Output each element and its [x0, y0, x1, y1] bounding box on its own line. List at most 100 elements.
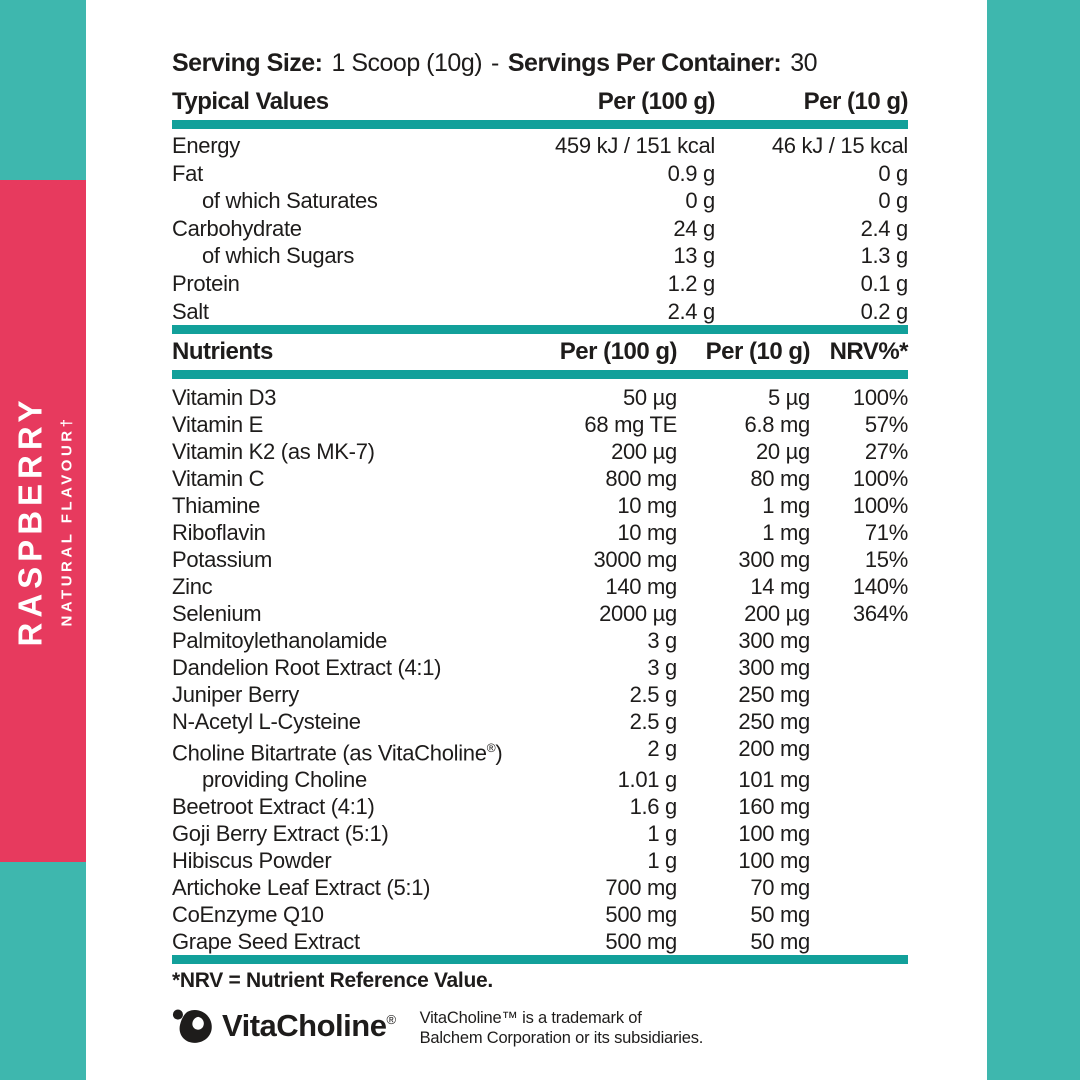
nutrient-row: Thiamine 10 mg 1 mg 100%	[172, 492, 908, 519]
per-100g-value: 3 g	[647, 655, 677, 681]
nutrient-row: Zinc 140 mg 14 mg 140%	[172, 573, 908, 600]
per-10g-value: 50 mg	[750, 929, 810, 955]
servings-per-container-label: Servings Per Container:	[507, 49, 782, 77]
per-10g-value: 200 mg	[738, 736, 810, 762]
nutrient-row: Hibiscus Powder 1 g 100 mg	[172, 847, 908, 874]
row-label: Carbohydrate	[172, 215, 302, 241]
per-10g-column-header: Per (10 g)	[803, 88, 909, 115]
per-10g-value: 14 mg	[750, 574, 810, 600]
per-10g-value: 0.1 g	[860, 270, 909, 296]
nrv-value	[810, 847, 908, 874]
per-100g-value: 24 g	[673, 215, 715, 241]
trademark-line-2: Balchem Corporation or its subsidiaries.	[419, 1029, 704, 1048]
nutrient-row: CoEnzyme Q10 500 mg 50 mg	[172, 901, 908, 928]
row-label: Fat	[172, 160, 203, 186]
nrv-value: 100%	[852, 493, 908, 519]
nrv-value: 140%	[852, 574, 908, 600]
nutrients-table: Vitamin D3 50 µg 5 µg 100% Vitamin E 68 …	[172, 384, 908, 955]
nutrient-row: Vitamin K2 (as MK-7) 200 µg 20 µg 27%	[172, 438, 908, 465]
per-10g-value: 46 kJ / 15 kcal	[771, 133, 908, 158]
row-label: Goji Berry Extract (5:1)	[172, 821, 389, 847]
per-100g-value: 2.5 g	[629, 682, 678, 708]
per-10g-value: 100 mg	[738, 821, 810, 847]
per-100g-value: 140 mg	[605, 574, 677, 600]
row-label: Protein	[172, 270, 240, 296]
per-10g-value: 160 mg	[738, 794, 810, 820]
nutrient-row: Riboflavin 10 mg 1 mg 71%	[172, 519, 908, 546]
per-10g-value: 1.3 g	[860, 243, 909, 269]
row-label: Hibiscus Powder	[172, 848, 332, 874]
per-100g-value: 10 mg	[617, 493, 677, 519]
nutrient-row: Juniper Berry 2.5 g 250 mg	[172, 681, 908, 708]
row-label: Choline Bitartrate (as VitaCholine®)	[172, 740, 503, 766]
per-100g-value: 1.6 g	[629, 794, 678, 820]
row-label: Selenium	[172, 601, 262, 627]
per-100g-value: 200 µg	[611, 439, 677, 465]
serving-size-value: 1 Scoop (10g)	[331, 49, 483, 77]
nutrients-header: Nutrients Per (100 g) Per (10 g) NRV%*	[172, 334, 909, 370]
nrv-value: 364%	[852, 601, 908, 627]
row-label: Vitamin K2 (as MK-7)	[172, 439, 375, 465]
row-label: providing Choline	[202, 767, 367, 793]
flavor-rotated-text: RASPBERRY NATURAL FLAVOUR†	[11, 396, 75, 647]
nrv-value	[810, 654, 908, 681]
nrv-value	[810, 708, 908, 735]
nrv-value: 57%	[864, 412, 908, 438]
nrv-value	[810, 627, 908, 654]
nutrient-row: Dandelion Root Extract (4:1) 3 g 300 mg	[172, 654, 908, 681]
typical-values-row: of which Saturates 0 g 0 g	[172, 187, 908, 215]
per-10g-value: 5 µg	[767, 385, 810, 411]
row-label: Vitamin D3	[172, 385, 277, 411]
serving-separator: -	[491, 49, 499, 77]
nrv-footnote: *NRV = Nutrient Reference Value.	[172, 969, 493, 993]
row-label: of which Saturates	[202, 188, 378, 214]
nrv-value	[810, 735, 908, 766]
nrv-column-header: NRV%*	[829, 338, 909, 366]
nrv-value	[810, 901, 908, 928]
row-label: Energy	[172, 133, 240, 158]
nutrients-title: Nutrients	[172, 338, 273, 366]
nutrient-row: Potassium 3000 mg 300 mg 15%	[172, 546, 908, 573]
typical-values-row: Carbohydrate 24 g 2.4 g	[172, 215, 908, 243]
flavor-band: RASPBERRY NATURAL FLAVOUR†	[0, 180, 86, 862]
per-100g-value: 0.9 g	[667, 160, 716, 186]
row-label: of which Sugars	[202, 243, 355, 269]
nrv-value	[810, 681, 908, 708]
nrv-value	[810, 820, 908, 847]
nutrient-row: Choline Bitartrate (as VitaCholine®) 2 g…	[172, 735, 908, 766]
per-100g-value: 1.2 g	[667, 270, 716, 296]
per-10g-value: 1 mg	[762, 493, 810, 519]
nutrient-row: Vitamin C 800 mg 80 mg 100%	[172, 465, 908, 492]
nutrient-row: Palmitoylethanolamide 3 g 300 mg	[172, 627, 908, 654]
per-10g-value: 200 µg	[744, 601, 810, 627]
per-10g-value: 2.4 g	[860, 215, 909, 241]
typical-values-title: Typical Values	[172, 88, 329, 115]
per-10g-value: 100 mg	[738, 848, 810, 874]
row-label: Palmitoylethanolamide	[172, 628, 388, 654]
nrv-value	[810, 874, 908, 901]
typical-values-row: Salt 2.4 g 0.2 g	[172, 298, 908, 326]
row-label: Riboflavin	[172, 520, 266, 546]
vitacholine-wordmark: VitaCholine®	[222, 1005, 396, 1046]
per-100g-column-header: Per (100 g)	[597, 88, 716, 115]
nutrient-row: providing Choline 1.01 g 101 mg	[172, 766, 908, 793]
nrv-value	[810, 793, 908, 820]
divider-bar	[172, 325, 908, 335]
per-10g-value: 1 mg	[762, 520, 810, 546]
nutrient-row: Beetroot Extract (4:1) 1.6 g 160 mg	[172, 793, 908, 820]
per-100g-value: 2000 µg	[599, 601, 677, 627]
per-100g-value: 2.5 g	[629, 709, 678, 735]
per-10g-value: 50 mg	[750, 902, 810, 928]
left-teal-band: RASPBERRY NATURAL FLAVOUR†	[0, 0, 86, 1080]
nutrient-row: N-Acetyl L-Cysteine 2.5 g 250 mg	[172, 708, 908, 735]
per-10g-value: 300 mg	[738, 628, 810, 654]
nutrient-row: Artichoke Leaf Extract (5:1) 700 mg 70 m…	[172, 874, 908, 901]
nutrient-row: Grape Seed Extract 500 mg 50 mg	[172, 928, 908, 955]
per-100g-value: 1.01 g	[617, 767, 678, 793]
row-label: Beetroot Extract (4:1)	[172, 794, 375, 820]
row-label: Vitamin C	[172, 466, 265, 492]
flavor-subtitle: NATURAL FLAVOUR†	[58, 415, 76, 627]
vitacholine-logo-row: VitaCholine® VitaCholine™ is a trademark…	[172, 1005, 908, 1048]
row-label: CoEnzyme Q10	[172, 902, 324, 928]
